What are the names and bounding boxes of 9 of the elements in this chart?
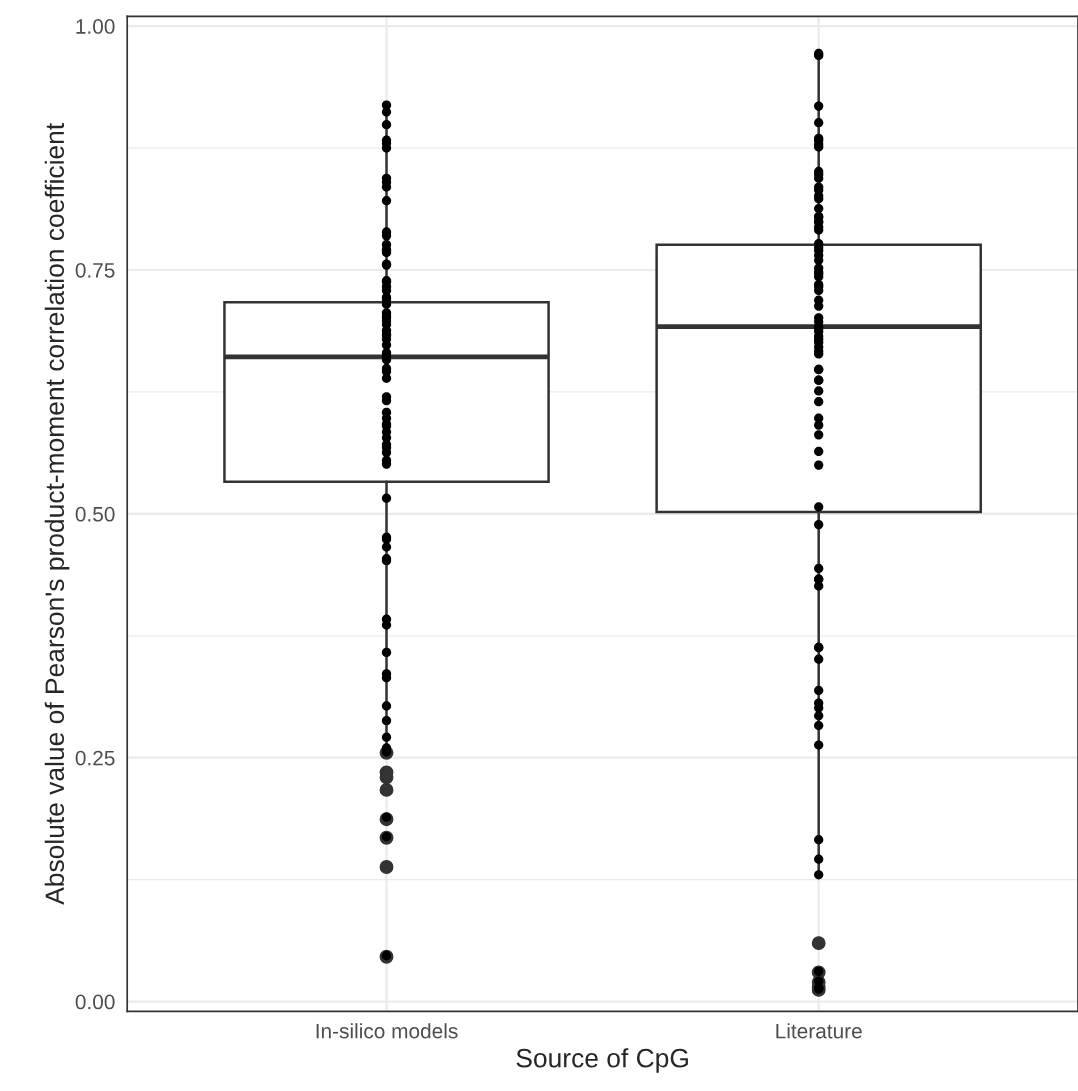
- x-tick-label: In-silico models: [316, 1023, 458, 1039]
- y-tick-label: 0.75: [75, 262, 115, 278]
- x-tick-label: Literature: [776, 1023, 862, 1039]
- y-tick-label: 1.00: [76, 19, 115, 34]
- y-tick-label: 0.25: [75, 750, 115, 766]
- y-tick-label: 0.50: [75, 506, 115, 522]
- x-axis-title: Source of CpG: [516, 1048, 688, 1073]
- y-axis-title: Absolute value of Pearson's product-moment correlation coefficient: [44, 123, 70, 905]
- y-tick-label: 0.00: [75, 994, 115, 1010]
